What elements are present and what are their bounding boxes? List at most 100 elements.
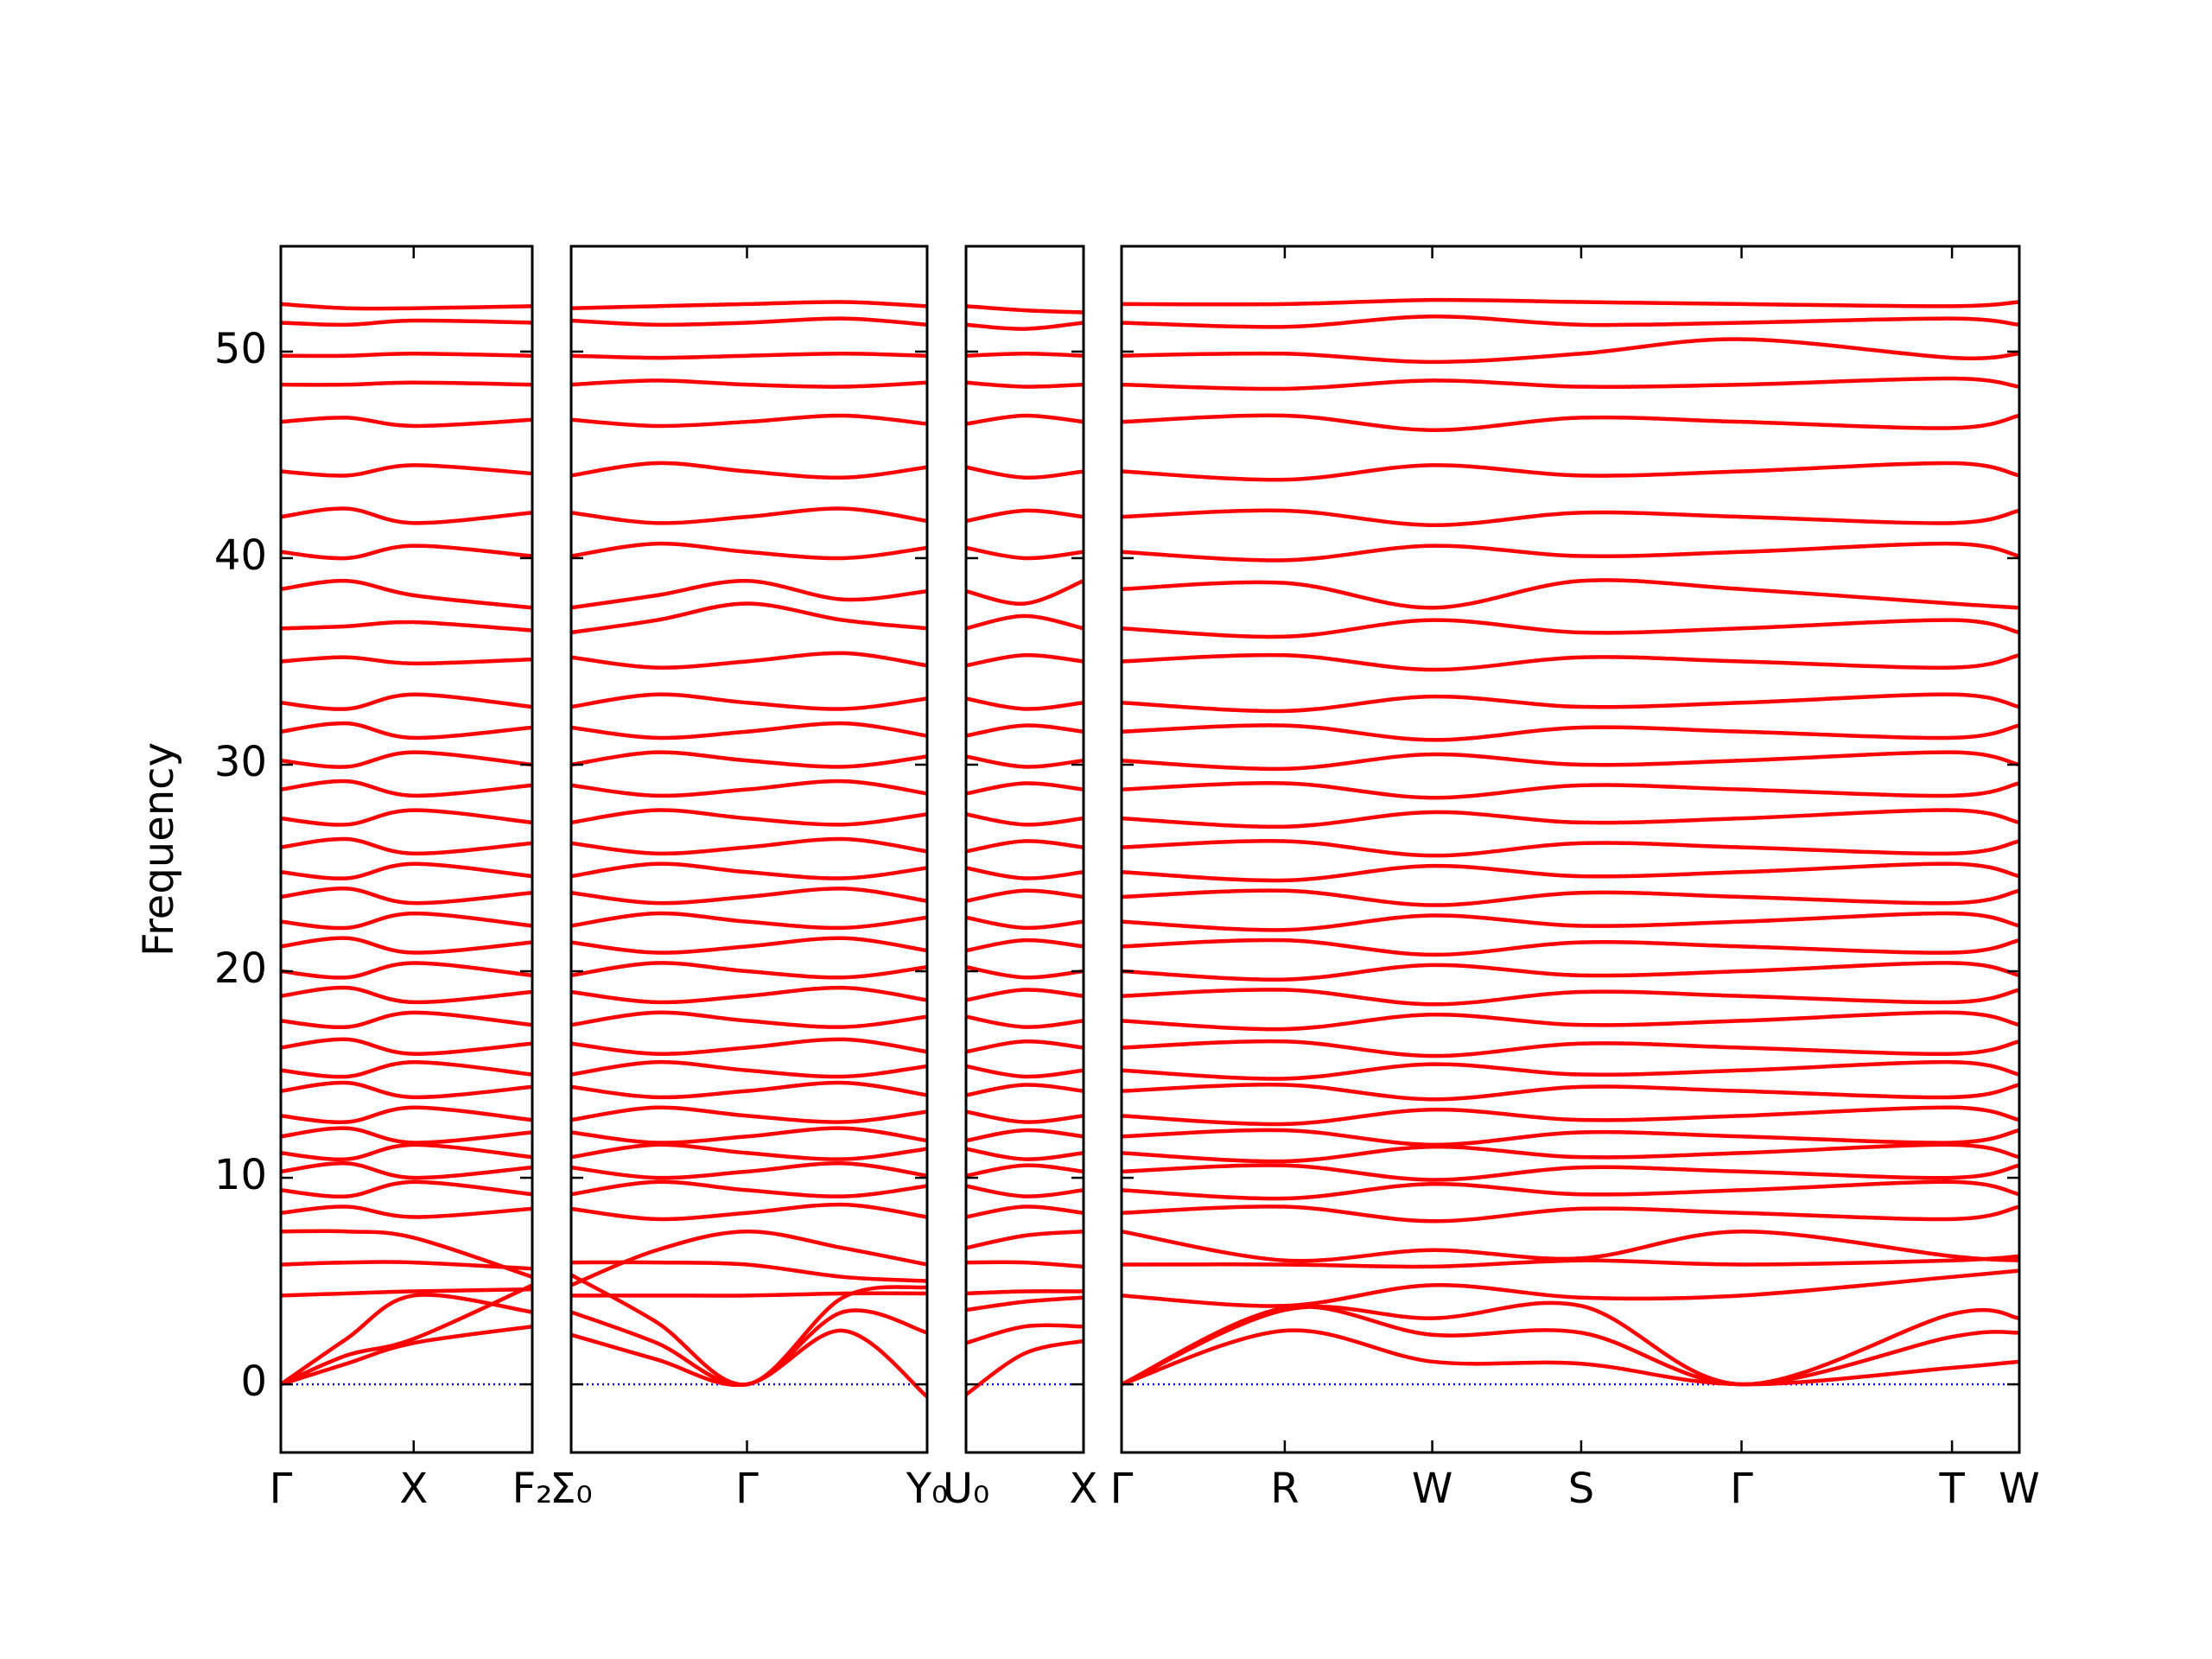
- band-line: [966, 413, 1084, 426]
- y-tick-label: 10: [214, 1151, 267, 1199]
- band-line: [966, 1109, 1084, 1124]
- band-line: [966, 1128, 1084, 1143]
- x-tick-label: Y₀: [906, 1465, 949, 1513]
- x-tick-label: R: [1270, 1465, 1299, 1513]
- band-line: [281, 721, 532, 741]
- band-line: [281, 779, 532, 798]
- band-line: [966, 321, 1084, 331]
- x-tick-label: W: [1412, 1465, 1452, 1513]
- plot-area: [281, 302, 532, 1387]
- band-line: [1122, 461, 2019, 482]
- band-line: [571, 961, 927, 980]
- y-tick-label: 20: [214, 944, 267, 993]
- band-line: [281, 911, 532, 931]
- band-line: [281, 655, 532, 666]
- band-line: [281, 1105, 532, 1124]
- band-line: [571, 1126, 927, 1145]
- band-line: [571, 352, 927, 360]
- band-line: [1122, 838, 2019, 858]
- band-line: [281, 620, 532, 632]
- band-line: [1122, 1300, 2019, 1387]
- band-line: [966, 1289, 1084, 1296]
- band-line: [966, 1184, 1084, 1198]
- band-line: [571, 750, 927, 769]
- x-tick-label: Γ: [1110, 1465, 1134, 1513]
- band-line: [966, 1295, 1084, 1313]
- band-line: [571, 1142, 927, 1161]
- band-line: [1122, 911, 2019, 932]
- x-tick-label: Γ: [735, 1465, 759, 1513]
- band-line: [571, 506, 927, 525]
- band-line: [1122, 1328, 2019, 1387]
- band-line: [966, 1163, 1084, 1178]
- band-line: [281, 1161, 532, 1180]
- panel: 0 10 20 30 40 50 Γ X F₂ Frequency: [135, 245, 553, 1513]
- band-line: [1122, 781, 2019, 800]
- band-line: [1122, 618, 2019, 639]
- x-tick-label: T: [1938, 1465, 1965, 1513]
- band-line: [966, 352, 1084, 358]
- band-line: [1122, 1010, 2019, 1032]
- y-tick-label: 0: [240, 1357, 267, 1406]
- band-line: [281, 1293, 532, 1386]
- band-line: [1122, 861, 2019, 883]
- panel-frame: [569, 245, 929, 1454]
- band-line: [571, 461, 927, 480]
- band-line: [1122, 297, 2019, 308]
- band-line: [1122, 988, 2019, 1007]
- band-line: [281, 836, 532, 856]
- panel-frame: [964, 245, 1085, 1454]
- band-line: [281, 1080, 532, 1100]
- band-line: [1122, 1205, 2019, 1224]
- band-line: [966, 1205, 1084, 1219]
- band-line: [1122, 938, 2019, 957]
- band-line: [571, 651, 927, 670]
- band-line: [281, 1283, 532, 1387]
- band-line: [281, 1205, 532, 1219]
- band-line: [966, 1260, 1084, 1269]
- x-tick-label: F₂: [512, 1465, 553, 1513]
- band-line: [571, 836, 927, 856]
- x-tick-label: Γ: [1730, 1465, 1753, 1513]
- band-line: [281, 416, 532, 429]
- x-tick-label: W: [1999, 1465, 2039, 1513]
- band-line: [966, 465, 1084, 480]
- band-line: [281, 352, 532, 359]
- x-tick-label: X: [399, 1465, 428, 1513]
- band-line: [571, 1161, 927, 1180]
- band-line: [1122, 376, 2019, 391]
- band-line: [571, 721, 927, 741]
- plot-area: [966, 304, 1084, 1396]
- band-line: [571, 911, 927, 931]
- band-line: [1122, 692, 2019, 714]
- x-tick-label: S: [1568, 1465, 1594, 1513]
- band-line: [571, 692, 927, 711]
- band-line: [1122, 1128, 2019, 1147]
- band-line: [281, 302, 532, 311]
- band-line: [966, 988, 1084, 1002]
- band-line: [966, 888, 1084, 903]
- band-line: [571, 541, 927, 561]
- band-line: [571, 1037, 927, 1056]
- band-line: [966, 304, 1084, 315]
- band-line: [571, 1291, 927, 1298]
- band-line: [571, 316, 927, 327]
- band-line: [1122, 508, 2019, 527]
- band-line: [571, 378, 927, 389]
- band-line: [571, 936, 927, 955]
- band-line: [1122, 413, 2019, 432]
- band-line: [281, 1260, 532, 1271]
- band-line: [281, 808, 532, 827]
- band-line: [1122, 315, 2019, 329]
- band-line: [1122, 1268, 2019, 1308]
- band-line: [966, 1064, 1084, 1079]
- band-line: [571, 1260, 927, 1283]
- band-line: [571, 887, 927, 906]
- band-line: [281, 750, 532, 769]
- band-line: [281, 692, 532, 711]
- plot-area: [1122, 297, 2019, 1387]
- band-line: [571, 1179, 927, 1198]
- band-line: [281, 543, 532, 561]
- band-line: [1122, 808, 2019, 830]
- band-line: [966, 1014, 1084, 1029]
